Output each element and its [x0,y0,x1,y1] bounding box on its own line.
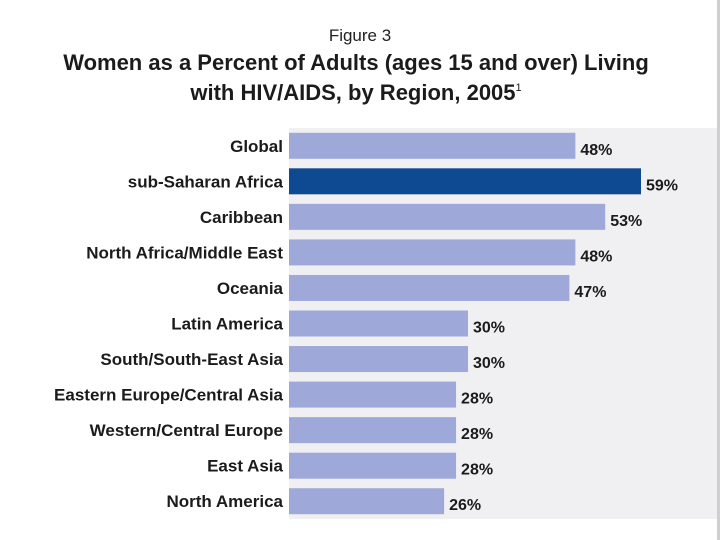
bar-2 [289,203,606,230]
bar-5 [289,310,468,337]
value-label-8: 28% [461,426,493,443]
bar-8 [289,417,457,444]
bar-9 [289,452,457,479]
bar-6 [289,346,468,373]
bar-4 [289,274,570,301]
category-label-0: Global [230,137,283,156]
value-label-1: 59% [646,177,678,194]
bar-10 [289,488,445,515]
category-label-2: Caribbean [200,208,283,227]
value-label-5: 30% [473,320,505,337]
value-label-7: 28% [461,391,493,408]
figure-label: Figure 3 [328,26,392,45]
value-label-2: 53% [610,213,642,230]
category-label-9: East Asia [207,457,283,476]
value-label-10: 26% [449,497,481,514]
category-label-3: North Africa/Middle East [86,243,283,262]
category-label-8: Western/Central Europe [90,421,283,440]
category-label-6: South/South-East Asia [100,350,283,369]
title-footnote-marker: 1 [515,82,522,94]
chart-title-line-2-text: with HIV/AIDS, by Region, 2005 [190,80,516,105]
chart-title-line-1: Women as a Percent of Adults (ages 15 an… [63,50,649,75]
value-label-9: 28% [461,462,493,479]
bar-0 [289,132,576,159]
category-label-10: North America [166,492,283,511]
value-label-4: 47% [574,284,606,301]
slide-border [717,0,720,540]
bar-1 [289,168,641,195]
category-label-5: Latin America [171,315,283,334]
category-label-4: Oceania [217,279,284,298]
chart-title-line-2: with HIV/AIDS, by Region, 20051 [0,80,712,106]
bar-3 [289,239,576,266]
category-label-1: sub-Saharan Africa [128,172,284,191]
value-label-3: 48% [580,248,612,265]
category-label-7: Eastern Europe/Central Asia [54,386,283,405]
value-label-0: 48% [580,142,612,159]
value-label-6: 30% [473,355,505,372]
bar-7 [289,381,457,408]
